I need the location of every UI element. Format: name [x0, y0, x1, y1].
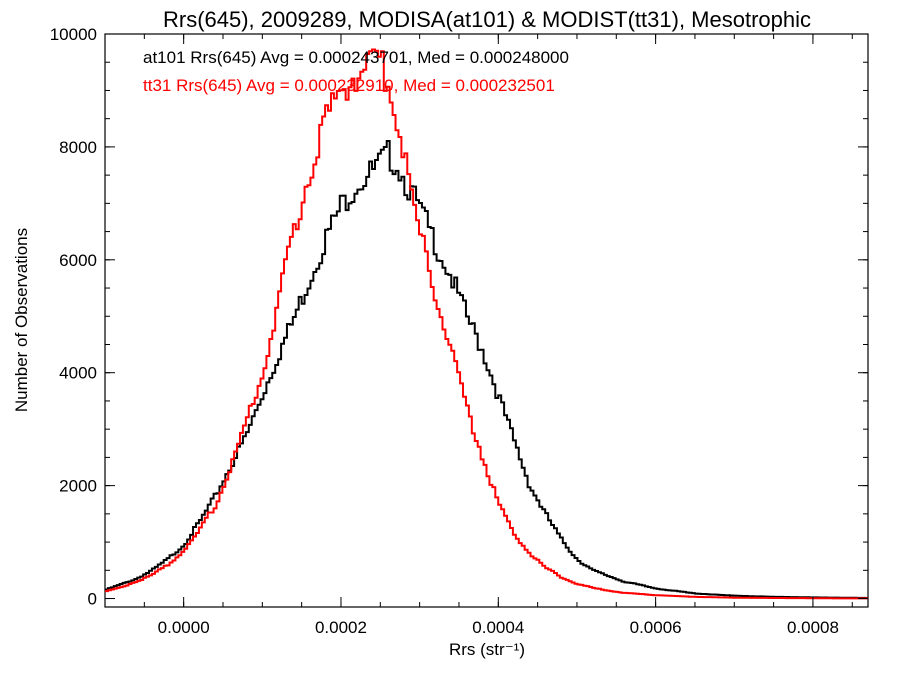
series-line-1 [105, 48, 868, 600]
y-tick-label: 0 [88, 590, 97, 609]
annotation-black: at101 Rrs(645) Avg = 0.000243701, Med = … [143, 48, 569, 67]
x-axis-label: Rrs (str⁻¹) [449, 640, 525, 659]
y-tick-label: 10000 [50, 25, 97, 44]
x-tick-label: 0.0000 [158, 618, 210, 637]
y-tick-label: 4000 [59, 364, 97, 383]
x-tick-label: 0.0004 [472, 618, 524, 637]
plot-area: 0.0000 0.0002 0.0004 0.0006 0.0008 0 2000 4000… [50, 25, 869, 637]
annotation-red: tt31 Rrs(645) Avg = 0.000232910, Med = 0… [143, 76, 555, 95]
x-tick-label: 0.0008 [787, 618, 839, 637]
x-tick-label: 0.0006 [630, 618, 682, 637]
series-layer [105, 48, 868, 600]
y-tick-label: 6000 [59, 251, 97, 270]
x-axis: 0.0000 0.0002 0.0004 0.0006 0.0008 [104, 34, 853, 637]
y-tick-label: 2000 [59, 477, 97, 496]
y-axis-label: Number of Observations [12, 228, 31, 412]
plot-frame [104, 33, 869, 608]
series-line-0 [105, 139, 868, 599]
chart-title: Rrs(645), 2009289, MODISA(at101) & MODIS… [163, 7, 811, 32]
y-tick-label: 8000 [59, 138, 97, 157]
x-tick-label: 0.0002 [315, 618, 367, 637]
y-axis: 0 2000 4000 6000 8000 10000 [50, 25, 868, 609]
